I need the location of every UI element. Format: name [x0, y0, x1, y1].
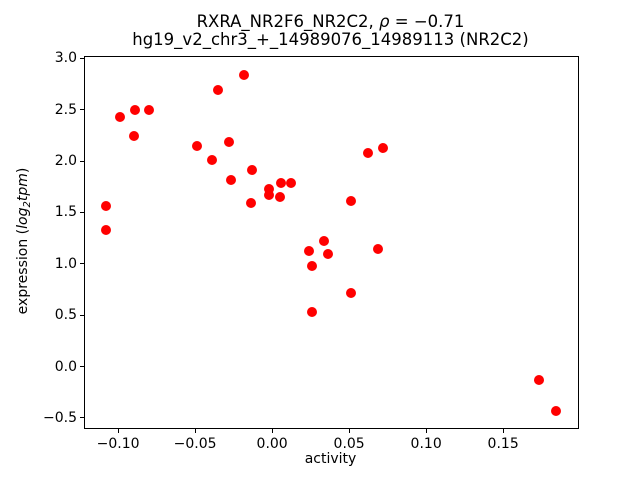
x-axis-label: activity — [304, 451, 357, 467]
rho-symbol: ρ — [379, 12, 390, 31]
data-point — [533, 374, 544, 385]
data-point — [285, 177, 296, 188]
plot-area: −0.10 −0.05 0.00 0.05 0.10 0.15 3.0 2.5 2.0 1.5 1.… — [43, 50, 579, 452]
data-point — [114, 111, 125, 122]
data-point — [224, 136, 234, 147]
y-tick-label: 0.0 — [54, 358, 77, 375]
data-point — [213, 85, 224, 96]
data-point — [362, 147, 373, 158]
data-point — [307, 260, 318, 271]
data-point — [264, 189, 275, 200]
x-tick-mark — [348, 429, 350, 433]
y-tick-label: −0.5 — [43, 409, 77, 426]
y-tick-label: 0.5 — [54, 307, 77, 324]
data-point — [264, 183, 275, 194]
y-tick-mark — [80, 366, 84, 368]
data-point — [373, 244, 384, 255]
x-tick-label: 0.10 — [410, 436, 442, 452]
data-point — [345, 287, 356, 298]
y-tick-mark — [80, 417, 84, 419]
data-point — [143, 104, 154, 115]
data-point — [378, 142, 389, 153]
data-point — [274, 192, 285, 203]
data-point — [239, 69, 250, 80]
data-point — [304, 246, 315, 257]
y-tick-mark — [80, 160, 84, 162]
x-tick-mark — [271, 429, 273, 433]
data-point — [225, 174, 236, 185]
chart-title-line1: RXRA_NR2F6_NR2C2, ρ = −0.71 — [84, 13, 577, 31]
y-tick-mark — [80, 109, 84, 111]
data-point — [128, 131, 139, 142]
x-tick-mark — [425, 429, 427, 433]
data-point — [322, 248, 333, 259]
x-tick-mark — [194, 429, 196, 433]
data-point — [319, 236, 330, 247]
y-axis-label: expression (log2tpm) — [15, 168, 33, 315]
data-point — [276, 177, 287, 188]
y-tick-label: 3.0 — [54, 50, 77, 67]
y-tick-label: 1.0 — [54, 255, 77, 272]
title-rho-value: = −0.71 — [389, 12, 465, 31]
y-tick-label: 2.5 — [54, 101, 77, 118]
y-axis-label-subscript: 2 — [22, 201, 33, 208]
data-point — [191, 140, 202, 151]
data-point — [130, 104, 141, 115]
y-tick-mark — [80, 263, 84, 265]
y-axis-label-text: expression ( — [15, 228, 31, 315]
x-tick-label: −0.10 — [96, 436, 140, 452]
chart-title: RXRA_NR2F6_NR2C2, ρ = −0.71 hg19_v2_chr3… — [84, 13, 577, 48]
y-axis-label-tpm: tpm — [15, 173, 31, 202]
data-point — [245, 198, 256, 209]
x-tick-mark — [502, 429, 504, 433]
data-point — [345, 196, 356, 207]
data-point — [207, 155, 218, 166]
x-tick-label: 0.00 — [256, 436, 288, 452]
x-tick-label: 0.15 — [487, 436, 519, 452]
data-point — [307, 307, 318, 318]
chart-title-line2: hg19_v2_chr3_+_14989076_14989113 (NR2C2) — [132, 29, 529, 49]
data-point — [550, 405, 561, 416]
y-tick-mark — [80, 57, 84, 59]
data-point — [100, 201, 111, 212]
y-axis-label-close: ) — [15, 167, 31, 174]
x-tick-label: 0.05 — [333, 436, 365, 452]
data-point — [100, 224, 111, 235]
y-axis-label-log: log — [15, 207, 31, 229]
x-tick-mark — [117, 429, 119, 433]
y-tick-mark — [80, 211, 84, 213]
y-tick-label: 1.5 — [54, 204, 77, 221]
y-tick-label: 2.0 — [54, 153, 77, 170]
title-gene-names: RXRA_NR2F6_NR2C2, — [196, 12, 380, 31]
data-point — [247, 165, 258, 176]
x-tick-label: −0.05 — [173, 436, 217, 452]
y-tick-mark — [80, 314, 84, 316]
